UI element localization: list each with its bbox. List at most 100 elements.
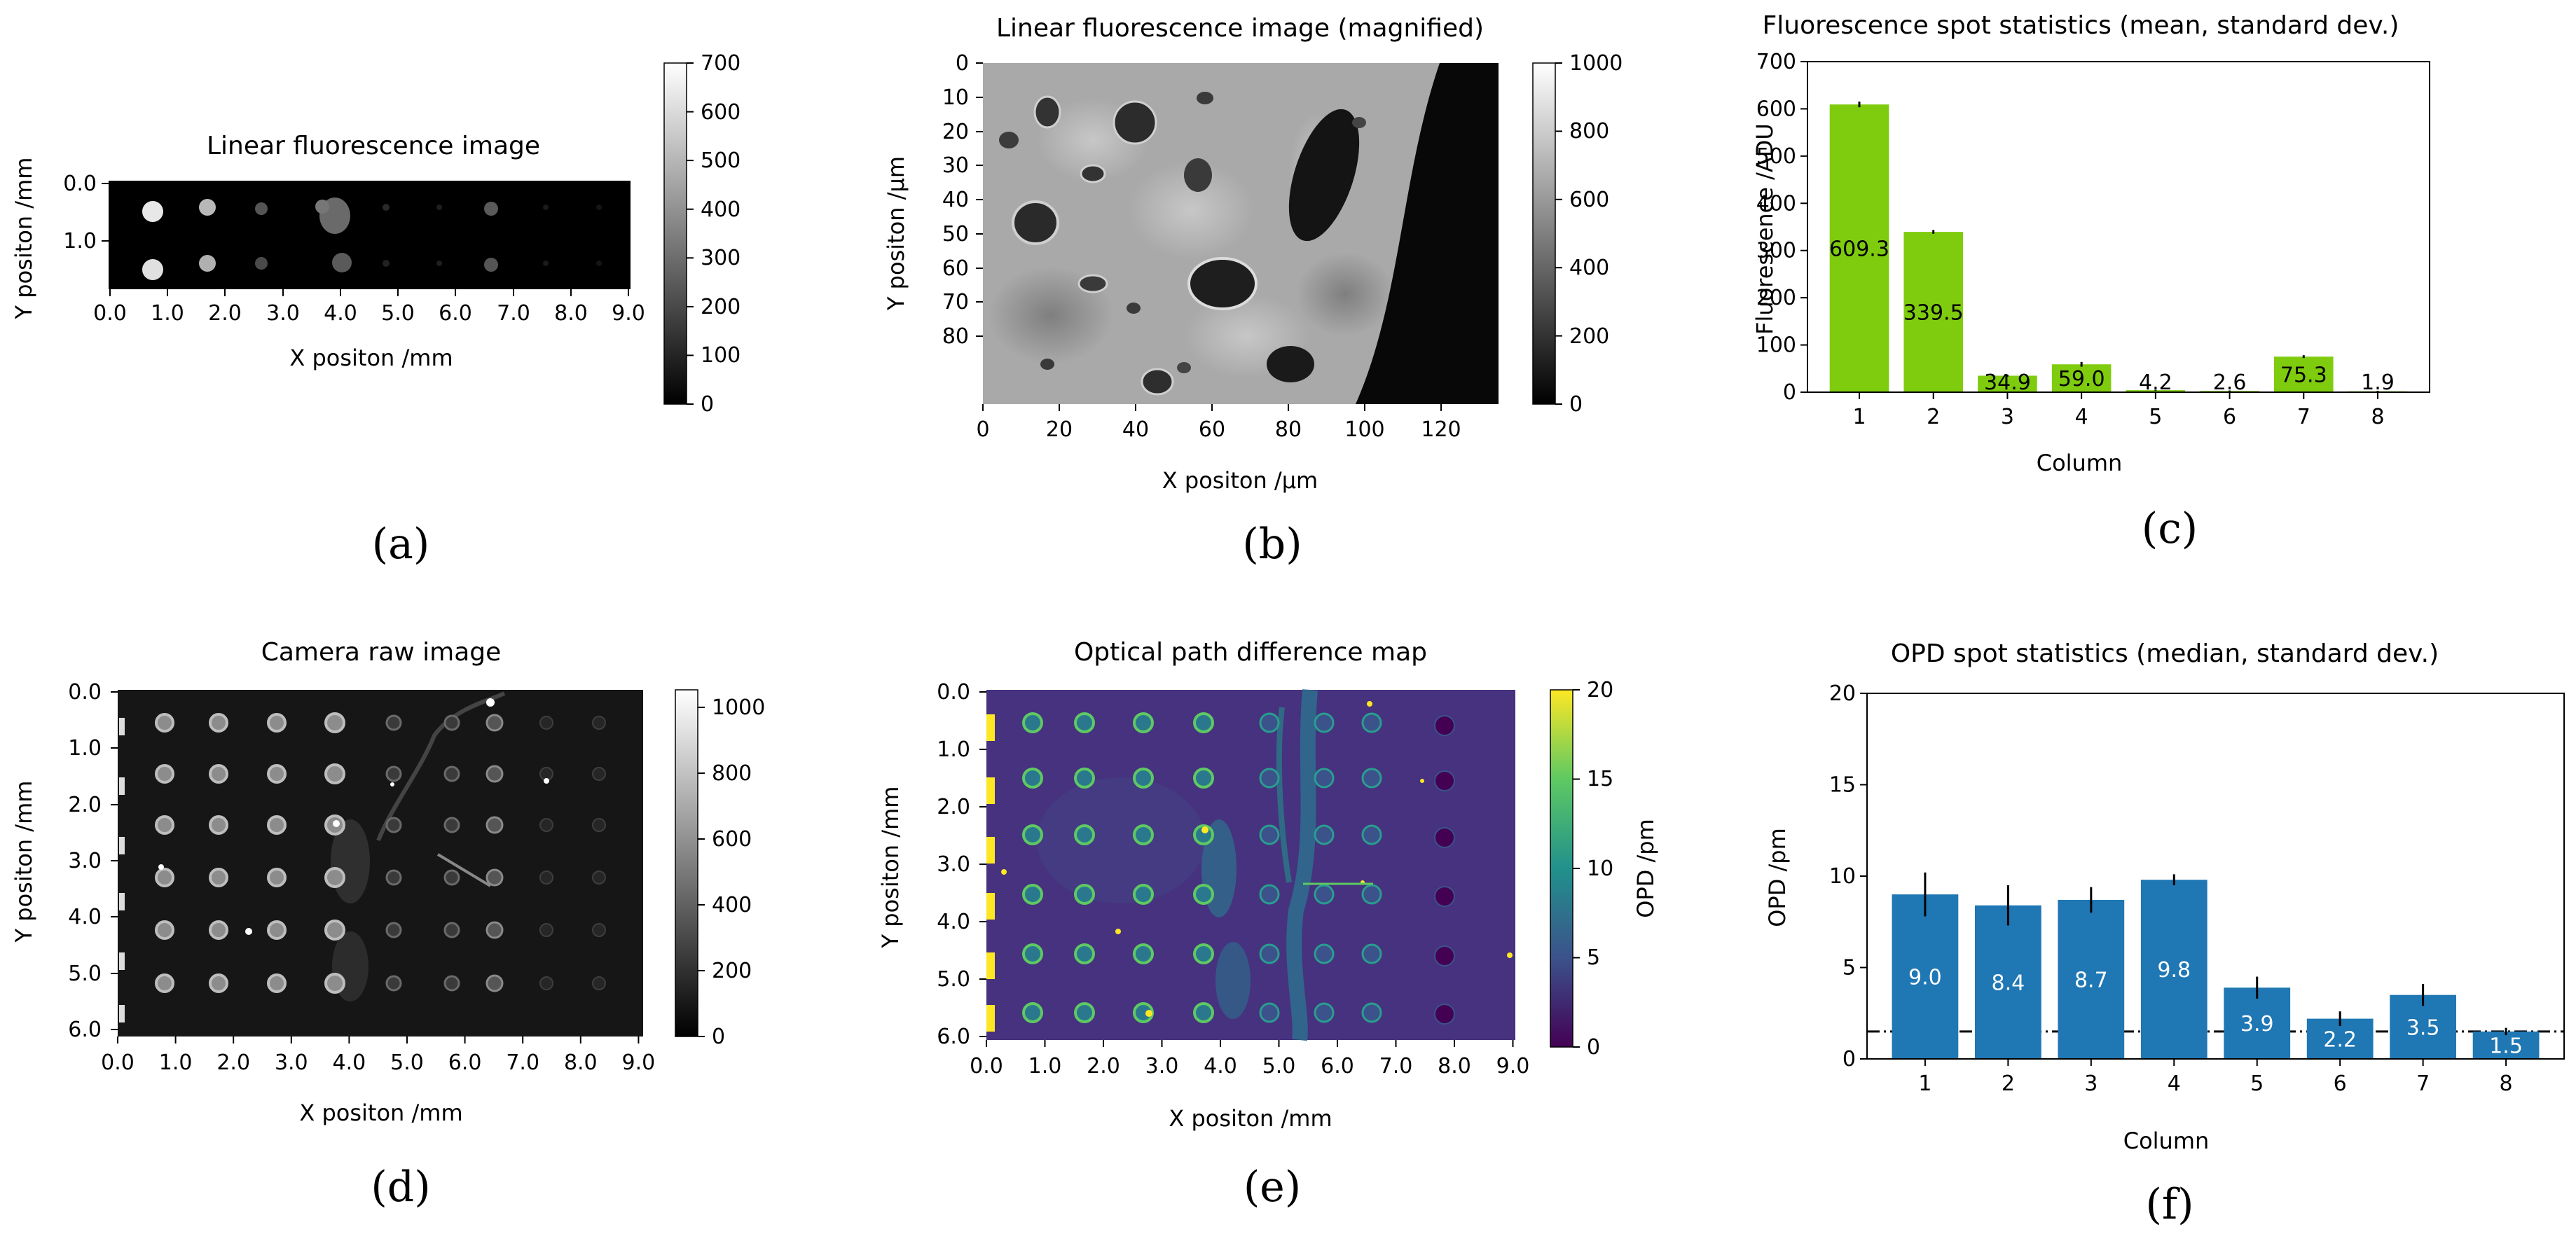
chart-f-error-bars (1924, 872, 2507, 1036)
chart-c-yticks: 0 100 200 300 400 500 600 700 (1756, 50, 1807, 405)
svg-text:5.0: 5.0 (390, 1051, 424, 1075)
svg-text:6.0: 6.0 (68, 1018, 102, 1042)
svg-text:40: 40 (942, 188, 969, 212)
svg-text:1000: 1000 (712, 695, 765, 720)
xtick-label-2: 2 (2002, 1072, 2015, 1096)
svg-text:30: 30 (942, 153, 969, 178)
xtick-label-1: 1 (1852, 405, 1866, 429)
panel-b-ylabel: Y positon /µm (883, 156, 909, 311)
ytick-label-200: 200 (1756, 286, 1796, 310)
svg-text:400: 400 (1569, 256, 1609, 280)
panel-a-colorbar-ticks (687, 62, 694, 405)
value-label-col-1: 9.0 (1908, 966, 1942, 990)
ytick-label-100: 100 (1756, 333, 1796, 358)
panel-a-colorbar (663, 62, 687, 405)
panel-a-spots (142, 197, 602, 280)
svg-text:600: 600 (712, 827, 752, 852)
svg-text:9.0: 9.0 (612, 301, 645, 326)
panel-b-xtick-labels: 0 20 40 60 80 100 120 (976, 417, 1461, 442)
bar-col-1 (1892, 894, 1959, 1059)
bar-col-4 (2051, 364, 2112, 392)
chart-c-bars (1829, 104, 2408, 392)
panel-e-texture (986, 689, 1318, 1041)
xtick-label-7: 7 (2297, 405, 2310, 429)
panel-d-label: (d) (371, 1163, 430, 1212)
chart-f-xlabel: Column (2123, 1128, 2210, 1154)
svg-text:2.0: 2.0 (937, 795, 970, 819)
svg-text:5: 5 (1587, 945, 1600, 970)
panel-c: Fluorescence spot statistics (mean, stan… (1751, 11, 2430, 553)
svg-text:0: 0 (976, 417, 989, 442)
svg-text:0: 0 (1569, 392, 1583, 417)
svg-text:6.0: 6.0 (439, 301, 472, 326)
svg-text:6.0: 6.0 (448, 1051, 482, 1075)
svg-text:300: 300 (701, 246, 741, 270)
xtick-label-6: 6 (2223, 405, 2236, 429)
panel-b-colorbar-ticks (1555, 62, 1562, 405)
svg-text:1.0: 1.0 (159, 1051, 193, 1075)
ytick-label-15: 15 (1829, 773, 1856, 798)
svg-text:7.0: 7.0 (497, 301, 530, 326)
svg-text:1000: 1000 (1569, 51, 1623, 76)
svg-text:2.0: 2.0 (68, 793, 102, 817)
value-label-col-2: 8.4 (1992, 971, 2025, 995)
svg-text:3.0: 3.0 (937, 852, 970, 877)
value-label-col-1: 609.3 (1829, 237, 1889, 262)
panel-e-colorbar (1550, 689, 1573, 1048)
xtick-label-5: 5 (2149, 405, 2162, 429)
bar-col-8 (2472, 1031, 2540, 1059)
panel-e-ylabel: Y positon /mm (877, 786, 904, 949)
svg-text:3.0: 3.0 (68, 849, 102, 873)
value-label-col-5: 4.2 (2139, 370, 2172, 395)
svg-text:40: 40 (1122, 417, 1149, 442)
bar-col-7 (2274, 356, 2334, 392)
bar-col-5 (2224, 987, 2291, 1059)
panel-b-ytick-labels: 0 10 20 30 40 50 60 70 80 (942, 51, 969, 349)
panel-d-spot-grid (155, 698, 606, 994)
svg-text:1.0: 1.0 (63, 229, 97, 254)
svg-text:600: 600 (1569, 188, 1609, 212)
panel-d-title: Camera raw image (261, 638, 502, 667)
panel-b-colorbar-labels: 1000 800 600 400 200 0 (1569, 51, 1623, 417)
svg-text:0.0: 0.0 (970, 1054, 1003, 1079)
svg-text:3.0: 3.0 (266, 301, 300, 326)
panel-f: OPD spot statistics (median, standard de… (1764, 639, 2565, 1229)
svg-text:8.0: 8.0 (1438, 1054, 1471, 1079)
chart-c-value-labels: 609.3 339.5 34.9 59.0 4.2 2.6 75.3 1.9 (1829, 237, 2395, 395)
bar-col-2 (1903, 232, 1963, 392)
panel-a-image (109, 181, 631, 289)
panel-e-spot-grid (1001, 701, 1513, 1025)
value-label-col-6: 2.2 (2323, 1027, 2357, 1052)
chart-c-ylabel: Fluorescence /ADU (1751, 123, 1778, 335)
panel-e-colorbar-label: OPD /pm (1632, 819, 1659, 918)
ytick-label-500: 500 (1756, 144, 1796, 169)
svg-text:120: 120 (1421, 417, 1461, 442)
chart-f-yticks: 0 5 10 15 20 (1829, 681, 1867, 1072)
svg-text:0: 0 (701, 392, 714, 417)
panel-e-title: Optical path difference map (1074, 638, 1427, 667)
svg-text:10: 10 (942, 85, 969, 110)
value-label-col-4: 9.8 (2157, 958, 2191, 983)
svg-text:60: 60 (942, 256, 969, 281)
svg-text:5.0: 5.0 (937, 967, 970, 992)
svg-text:1.0: 1.0 (937, 737, 970, 762)
value-label-col-3: 8.7 (2074, 968, 2108, 992)
svg-text:1.0: 1.0 (68, 736, 102, 761)
xtick-label-8: 8 (2500, 1072, 2513, 1096)
svg-text:100: 100 (1344, 417, 1384, 442)
svg-text:0: 0 (712, 1025, 725, 1049)
xtick-label-3: 3 (2001, 405, 2014, 429)
svg-text:5.0: 5.0 (68, 962, 102, 986)
svg-text:15: 15 (1587, 767, 1613, 791)
panel-c-label: (c) (2142, 504, 2198, 553)
panel-e-xlabel: X positon /mm (1169, 1105, 1332, 1132)
svg-text:7.0: 7.0 (506, 1051, 539, 1075)
svg-text:500: 500 (701, 148, 741, 173)
svg-text:0.0: 0.0 (937, 680, 970, 705)
svg-text:80: 80 (1275, 417, 1302, 442)
ytick-label-5: 5 (1843, 956, 1856, 980)
chart-c-frame (1807, 61, 2430, 393)
ytick-label-10: 10 (1829, 864, 1856, 889)
xtick-label-3: 3 (2084, 1072, 2098, 1096)
